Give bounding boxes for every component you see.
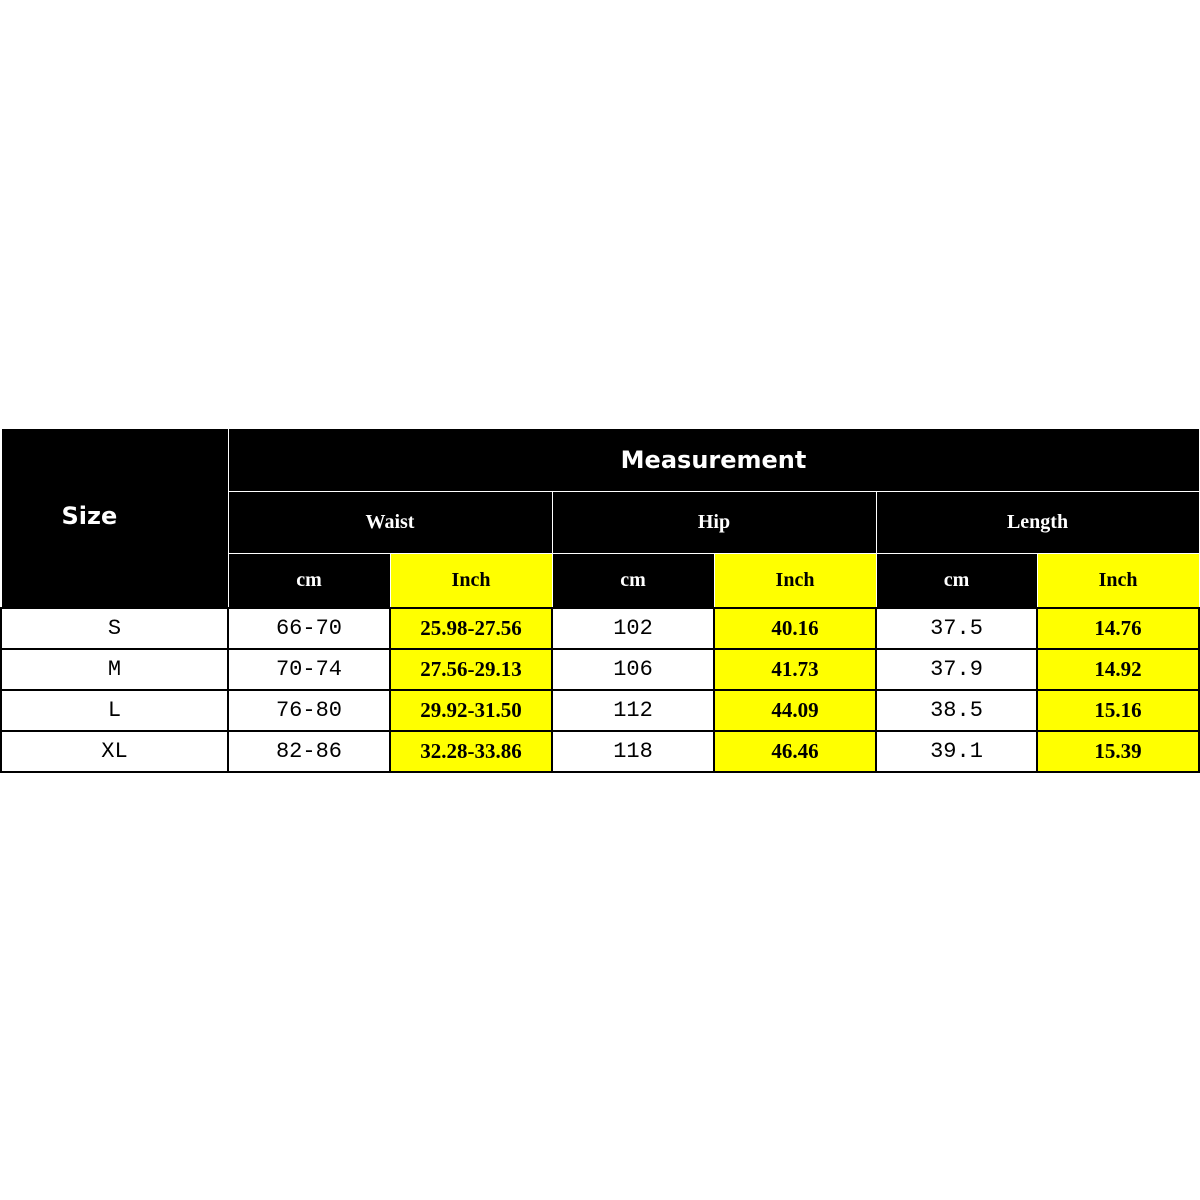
- measurement-header: Measurement: [227, 428, 1200, 492]
- cm-value-cell: 102: [551, 606, 715, 650]
- cm-value-cell: 38.5: [875, 688, 1038, 732]
- size-chart-table: Size Measurement Waist Hip Length cm Inc…: [0, 428, 1200, 773]
- table-row: XL 82-86 32.28-33.86 118 46.46 39.1 15.39: [0, 729, 1200, 773]
- table-row: M 70-74 27.56-29.13 106 41.73 37.9 14.92: [0, 647, 1200, 691]
- cm-value-cell: 66-70: [227, 606, 391, 650]
- inch-value-cell: 15.16: [1035, 688, 1200, 732]
- cm-value-cell: 37.9: [875, 647, 1038, 691]
- table-row: L 76-80 29.92-31.50 112 44.09 38.5 15.16: [0, 688, 1200, 732]
- size-cell: M: [0, 647, 229, 691]
- cm-value-cell: 39.1: [875, 729, 1038, 773]
- inch-value-cell: 14.76: [1035, 606, 1200, 650]
- unit-header-cm: cm: [227, 553, 391, 608]
- inch-value-cell: 46.46: [713, 729, 877, 773]
- length-header: Length: [875, 491, 1200, 554]
- cm-value-cell: 112: [551, 688, 715, 732]
- inch-value-cell: 14.92: [1035, 647, 1200, 691]
- size-header: Size: [0, 428, 229, 608]
- unit-header-cm: cm: [875, 553, 1038, 608]
- cm-value-cell: 118: [551, 729, 715, 773]
- cm-value-cell: 82-86: [227, 729, 391, 773]
- inch-value-cell: 32.28-33.86: [389, 729, 553, 773]
- unit-header-inch: Inch: [713, 553, 877, 608]
- table-row: S 66-70 25.98-27.56 102 40.16 37.5 14.76: [0, 606, 1200, 650]
- inch-value-cell: 29.92-31.50: [389, 688, 553, 732]
- inch-value-cell: 40.16: [713, 606, 877, 650]
- cm-value-cell: 37.5: [875, 606, 1038, 650]
- cm-value-cell: 106: [551, 647, 715, 691]
- unit-header-cm: cm: [551, 553, 715, 608]
- size-cell: XL: [0, 729, 229, 773]
- cm-value-cell: 70-74: [227, 647, 391, 691]
- hip-header: Hip: [551, 491, 877, 554]
- size-cell: S: [0, 606, 229, 650]
- inch-value-cell: 15.39: [1035, 729, 1200, 773]
- inch-value-cell: 25.98-27.56: [389, 606, 553, 650]
- inch-value-cell: 27.56-29.13: [389, 647, 553, 691]
- size-cell: L: [0, 688, 229, 732]
- waist-header: Waist: [227, 491, 553, 554]
- inch-value-cell: 41.73: [713, 647, 877, 691]
- cm-value-cell: 76-80: [227, 688, 391, 732]
- unit-header-inch: Inch: [389, 553, 553, 608]
- inch-value-cell: 44.09: [713, 688, 877, 732]
- unit-header-inch: Inch: [1036, 553, 1200, 608]
